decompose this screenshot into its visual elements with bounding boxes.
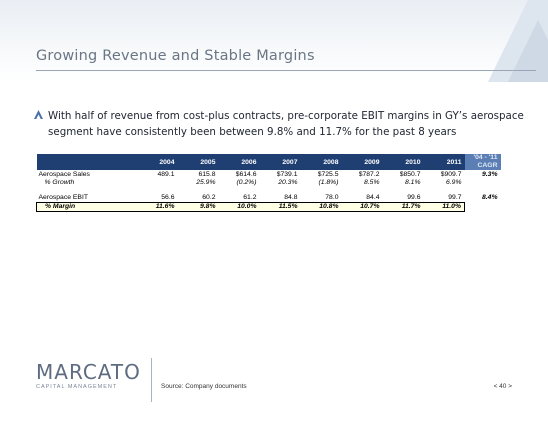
bullet-triangle-icon bbox=[34, 110, 43, 119]
margin-value: 10.8% bbox=[300, 201, 342, 212]
margin-value: 11.0% bbox=[423, 201, 465, 212]
footer-divider bbox=[151, 358, 152, 402]
table-header-row: 2004 2005 2006 2007 2008 2009 2010 2011 … bbox=[36, 154, 501, 170]
growth-value bbox=[133, 179, 178, 188]
row-label: Aerospace Sales bbox=[38, 170, 90, 178]
ebit-value: 99.6 bbox=[407, 193, 421, 201]
growth-value: 20.3% bbox=[278, 179, 298, 187]
ebit-value: 60.2 bbox=[202, 193, 216, 201]
title-divider bbox=[36, 70, 536, 71]
source-note: Source: Company documents bbox=[161, 383, 247, 390]
sales-value: $614.6 bbox=[235, 170, 257, 178]
financial-table: 2004 2005 2006 2007 2008 2009 2010 2011 … bbox=[36, 154, 501, 212]
cagr-header-label: CAGR bbox=[477, 162, 498, 169]
table-row-ebit: Aerospace EBIT 56.6 60.2 61.2 84.8 78.0 … bbox=[37, 193, 501, 202]
year-header: 2008 bbox=[300, 154, 342, 170]
sales-value: $725.5 bbox=[317, 170, 339, 178]
year-header: 2005 bbox=[177, 154, 219, 170]
table-row-sales: Aerospace Sales 489.1 615.8 $614.6 $739.… bbox=[37, 170, 501, 179]
growth-value: 25.9% bbox=[196, 179, 216, 187]
cagr-header-period: '04 - '11 bbox=[473, 154, 498, 161]
sales-value: $850.7 bbox=[399, 170, 421, 178]
sales-value: $739.1 bbox=[276, 170, 298, 178]
margin-value: 11.7% bbox=[382, 201, 424, 212]
growth-value: 6.9% bbox=[446, 179, 462, 187]
row-label: % Growth bbox=[44, 179, 75, 187]
cagr-header: '04 - '11 CAGR bbox=[464, 154, 501, 170]
bullet-text: With half of revenue from cost-plus cont… bbox=[48, 110, 524, 138]
company-logo: MARCATO CAPITAL MANAGEMENT bbox=[36, 360, 141, 390]
margin-value: 11.6% bbox=[132, 201, 178, 212]
slide-header bbox=[0, 0, 548, 82]
table-row-margin: % Margin 11.6% 9.8% 10.0% 11.5% 10.8% 10… bbox=[36, 201, 501, 212]
margin-value: 9.8% bbox=[177, 201, 219, 212]
header-label-cell bbox=[36, 154, 133, 170]
ebit-value: 61.2 bbox=[243, 193, 257, 201]
growth-value: 8.5% bbox=[364, 179, 380, 187]
ebit-value: 99.7 bbox=[448, 193, 462, 201]
sales-cagr: 9.3% bbox=[482, 170, 498, 178]
header-triangle-decoration-icon bbox=[488, 0, 548, 82]
ebit-value: 78.0 bbox=[325, 193, 339, 201]
page-number: < 40 > bbox=[493, 383, 512, 390]
sales-value: 615.8 bbox=[198, 170, 216, 178]
year-header: 2004 bbox=[132, 154, 178, 170]
year-header: 2011 bbox=[423, 154, 465, 170]
ebit-value: 84.4 bbox=[366, 193, 380, 201]
year-header: 2007 bbox=[259, 154, 301, 170]
year-header: 2010 bbox=[382, 154, 424, 170]
sales-value: $787.2 bbox=[358, 170, 380, 178]
margin-value: 11.5% bbox=[259, 201, 301, 212]
growth-value: (0.2%) bbox=[236, 179, 257, 187]
row-label: Aerospace EBIT bbox=[38, 193, 89, 201]
sales-value: $909.7 bbox=[440, 170, 462, 178]
row-label: % Margin bbox=[36, 201, 133, 212]
year-header: 2006 bbox=[218, 154, 260, 170]
empty-cell bbox=[465, 179, 501, 188]
logo-subtitle: CAPITAL MANAGEMENT bbox=[36, 384, 118, 390]
ebit-value: 84.8 bbox=[284, 193, 298, 201]
year-header: 2009 bbox=[341, 154, 383, 170]
margin-value: 10.7% bbox=[341, 201, 383, 212]
growth-value: (1.8%) bbox=[318, 179, 339, 187]
ebit-cagr: 8.4% bbox=[482, 194, 498, 201]
sales-value: 489.1 bbox=[157, 170, 175, 178]
empty-cell bbox=[465, 202, 501, 212]
slide-title: Growing Revenue and Stable Margins bbox=[36, 48, 315, 64]
bullet-point: With half of revenue from cost-plus cont… bbox=[34, 108, 524, 140]
margin-value: 10.0% bbox=[218, 201, 260, 212]
table-row-growth: % Growth 25.9% (0.2%) 20.3% (1.8%) 8.5% … bbox=[37, 179, 501, 188]
ebit-value: 56.6 bbox=[161, 193, 175, 201]
logo-wordmark: MARCATO bbox=[36, 360, 141, 384]
growth-value: 8.1% bbox=[405, 179, 421, 187]
